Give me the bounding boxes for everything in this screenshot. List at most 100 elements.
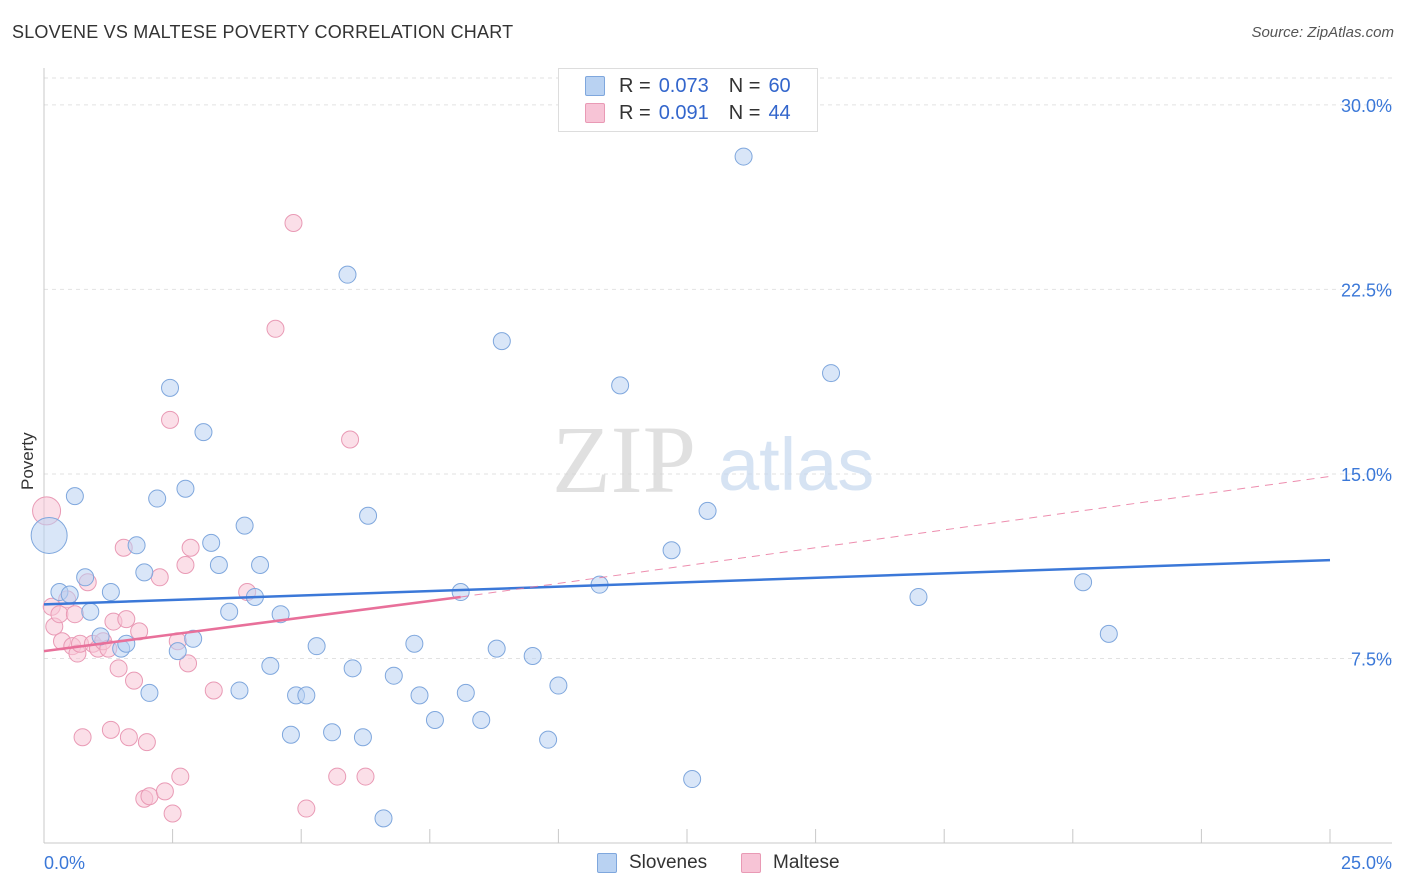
y-tick-label: 15.0% bbox=[1341, 465, 1392, 485]
slovenes-point bbox=[127, 536, 146, 555]
n-value: 44 bbox=[768, 101, 791, 124]
maltese-point bbox=[101, 720, 120, 739]
slovenes-point bbox=[353, 728, 372, 747]
maltese-point bbox=[155, 782, 174, 801]
series-legend: Slovenes Maltese bbox=[0, 852, 1406, 876]
x-tick-label-min: 0.0% bbox=[44, 853, 85, 873]
slovenes-point bbox=[60, 585, 79, 604]
slovenes-point bbox=[523, 647, 542, 666]
maltese-point bbox=[117, 610, 136, 629]
slovenes-point bbox=[384, 666, 403, 685]
maltese-trendline-extension bbox=[460, 475, 1331, 598]
y-tick-label: 22.5% bbox=[1341, 280, 1392, 300]
slovenes-point bbox=[343, 659, 362, 678]
maltese-point bbox=[137, 733, 156, 752]
slovenes-point bbox=[230, 681, 249, 700]
tick-labels: 7.5% 15.0% 22.5% 30.0% 0.0% 25.0% bbox=[44, 96, 1392, 873]
series-slovenes bbox=[30, 147, 1118, 828]
slovenes-point bbox=[81, 602, 100, 621]
slovenes-point bbox=[281, 725, 300, 744]
slovenes-point bbox=[30, 516, 68, 554]
maltese-point bbox=[119, 728, 138, 747]
maltese-point bbox=[266, 319, 285, 338]
source-label: Source: ZipAtlas.com bbox=[1251, 24, 1394, 41]
maltese-swatch bbox=[741, 853, 761, 873]
slovenes-point bbox=[148, 489, 167, 508]
slovenes-point bbox=[168, 642, 187, 661]
legend-row-maltese: R = 0.091 N = 44 bbox=[585, 100, 791, 126]
n-label: N = bbox=[728, 74, 761, 97]
n-label: N = bbox=[728, 101, 761, 124]
r-value: 0.073 bbox=[658, 74, 709, 97]
slovenes-point bbox=[492, 332, 511, 351]
slovenes-point bbox=[822, 364, 841, 383]
slovenes-point bbox=[101, 583, 120, 602]
slovenes-swatch bbox=[597, 853, 617, 873]
slovenes-point bbox=[323, 723, 342, 742]
maltese-point bbox=[161, 410, 180, 429]
watermark-atlas: atlas bbox=[718, 423, 874, 506]
x-tick-label-max: 25.0% bbox=[1341, 853, 1392, 873]
y-tick-label: 30.0% bbox=[1341, 96, 1392, 116]
slovenes-point bbox=[117, 634, 136, 653]
slovenes-point bbox=[359, 506, 378, 525]
maltese-point bbox=[356, 767, 375, 786]
series-maltese bbox=[32, 214, 375, 823]
slovenes-point bbox=[235, 516, 254, 535]
slovenes-point bbox=[194, 423, 213, 442]
slovenes-point bbox=[662, 541, 681, 560]
maltese-point bbox=[181, 538, 200, 557]
slovenes-point bbox=[251, 555, 270, 574]
maltese-point bbox=[341, 430, 360, 449]
maltese-point bbox=[73, 728, 92, 747]
slovenes-point bbox=[611, 376, 630, 395]
slovenes-point bbox=[1074, 573, 1093, 592]
slovenes-point bbox=[698, 501, 717, 520]
slovenes-point bbox=[338, 265, 357, 284]
slovenes-point bbox=[410, 686, 429, 705]
slovenes-point bbox=[209, 555, 228, 574]
maltese-point bbox=[328, 767, 347, 786]
slovenes-point bbox=[374, 809, 393, 828]
slovenes-point bbox=[549, 676, 568, 695]
slovenes-swatch bbox=[585, 76, 605, 96]
n-value: 60 bbox=[768, 74, 791, 97]
maltese-point bbox=[176, 555, 195, 574]
correlation-legend: R = 0.073 N = 60 R = 0.091 N = 44 bbox=[558, 68, 818, 132]
slovenes-point bbox=[140, 683, 159, 702]
slovenes-point bbox=[734, 147, 753, 166]
r-label: R = bbox=[619, 74, 651, 97]
trend-lines bbox=[43, 475, 1331, 653]
slovenes-point bbox=[176, 479, 195, 498]
r-value: 0.091 bbox=[658, 101, 709, 124]
maltese-point bbox=[163, 804, 182, 823]
maltese-swatch bbox=[585, 103, 605, 123]
r-label: R = bbox=[619, 101, 651, 124]
slovenes-point bbox=[487, 639, 506, 658]
legend-label-maltese: Maltese bbox=[773, 852, 840, 873]
maltese-point bbox=[179, 654, 198, 673]
maltese-point bbox=[150, 568, 169, 587]
slovenes-point bbox=[297, 686, 316, 705]
legend-label-slovenes: Slovenes bbox=[629, 852, 708, 873]
maltese-point bbox=[109, 659, 128, 678]
maltese-point bbox=[65, 605, 84, 624]
watermark: ZIP atlas bbox=[552, 406, 874, 513]
slovenes-point bbox=[539, 730, 558, 749]
grid-lines bbox=[44, 77, 1392, 659]
slovenes-point bbox=[271, 605, 290, 624]
slovenes-point bbox=[76, 568, 95, 587]
axes bbox=[43, 68, 1392, 844]
slovenes-point bbox=[456, 683, 475, 702]
maltese-point bbox=[171, 767, 190, 786]
legend-row-slovenes: R = 0.073 N = 60 bbox=[585, 73, 791, 99]
legend-item-maltese[interactable]: Maltese bbox=[741, 852, 840, 874]
slovenes-point bbox=[683, 770, 702, 789]
chart-title: SLOVENE VS MALTESE POVERTY CORRELATION C… bbox=[12, 22, 514, 42]
slovenes-point bbox=[307, 637, 326, 656]
legend-item-slovenes[interactable]: Slovenes bbox=[597, 852, 707, 874]
slovenes-point bbox=[405, 634, 424, 653]
maltese-point bbox=[297, 799, 316, 818]
slovenes-point bbox=[909, 587, 928, 606]
